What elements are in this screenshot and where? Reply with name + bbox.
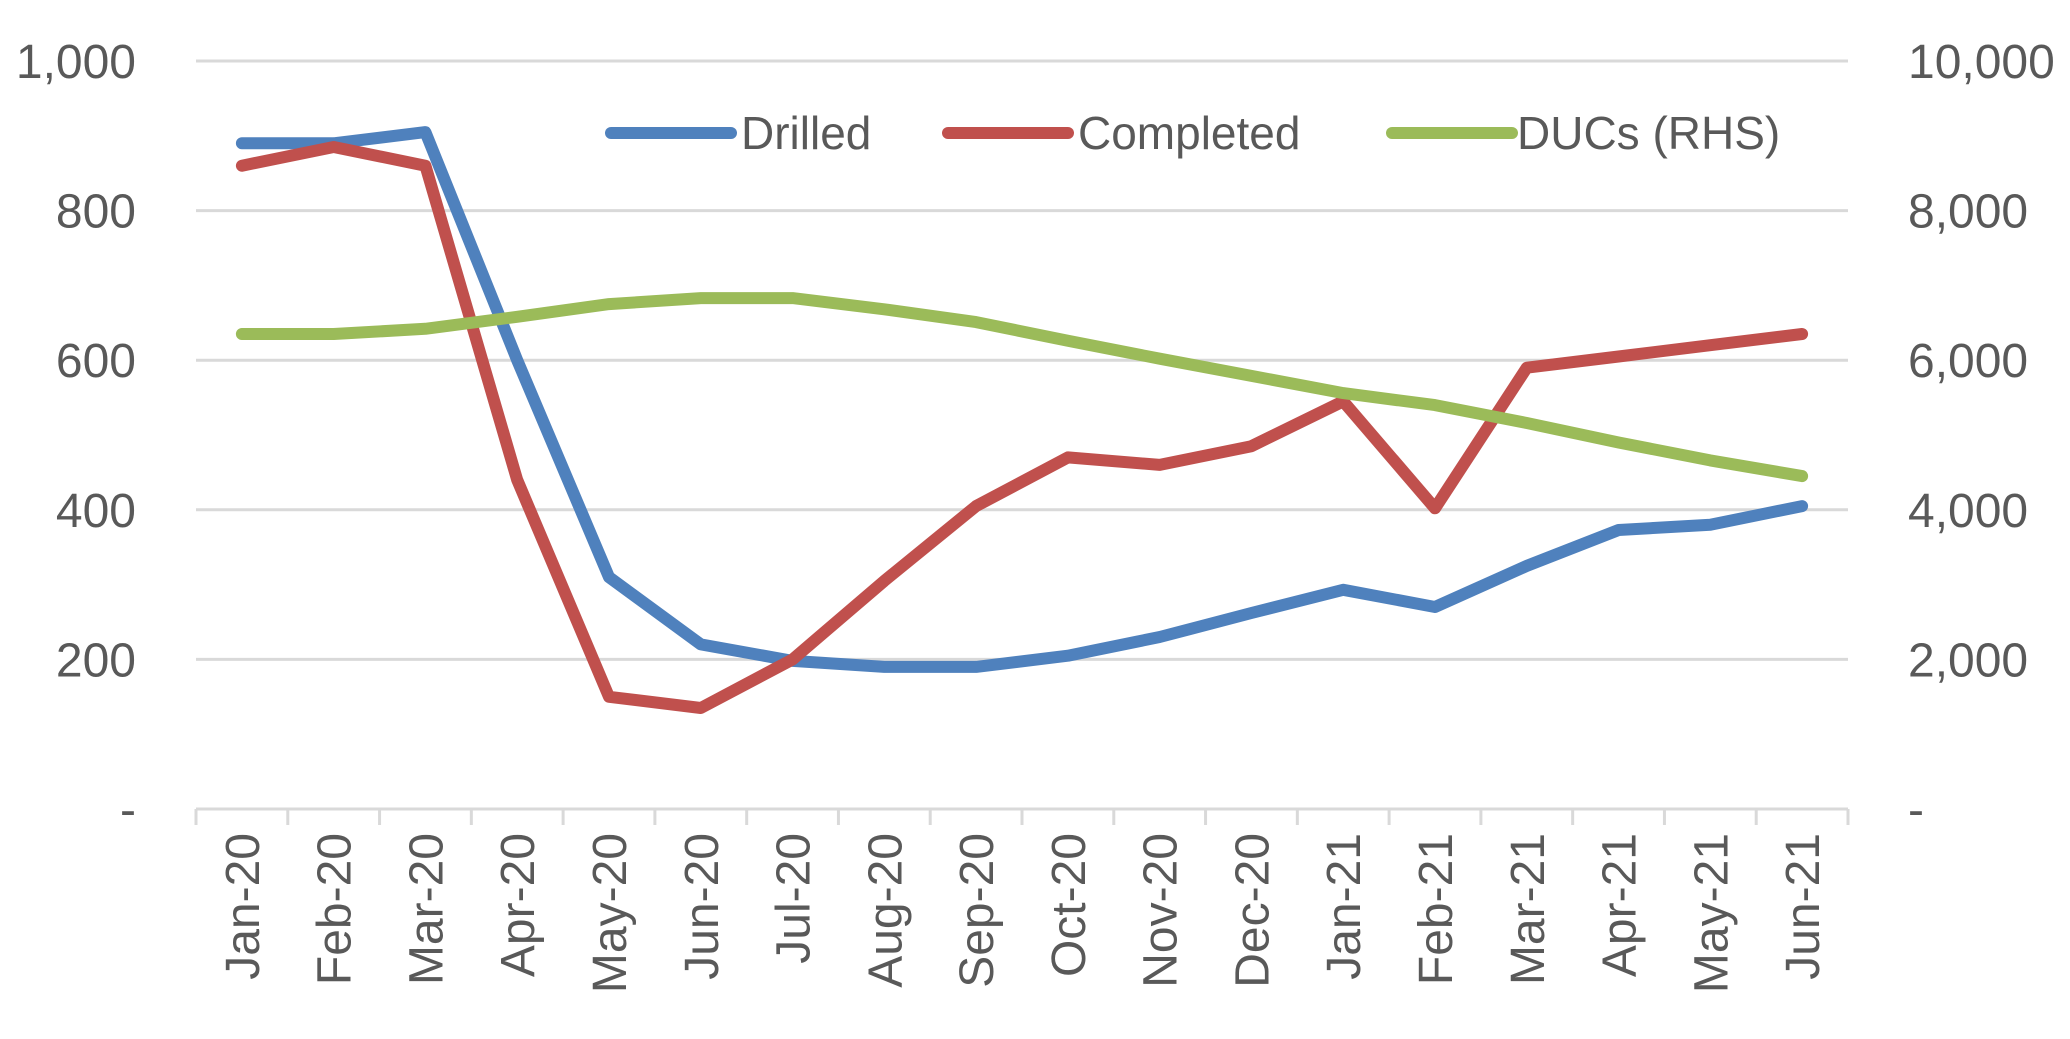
legend-label: Drilled (741, 107, 871, 159)
x-tick-label: May-20 (584, 833, 637, 993)
x-tick-labels: Jan-20 Feb-20 Mar-20 Apr-20 May-20 Jun-20 Jul-… (217, 833, 1830, 993)
legend-label: Completed (1078, 107, 1300, 159)
y-left-tick-label: 1,000 (16, 36, 136, 89)
y-left-tick-label: - (120, 784, 136, 837)
x-tick-label: Jun-21 (1777, 833, 1830, 980)
x-tick-label: Jan-20 (217, 833, 270, 980)
y-left-tick-label: 800 (56, 186, 136, 239)
y-axis-right: - 2,000 4,000 6,000 8,000 10,000 (1908, 36, 2055, 837)
gridlines (196, 59, 1848, 661)
x-tick-label: Sep-20 (951, 833, 1004, 988)
x-axis (194, 807, 1850, 825)
x-tick-label: Mar-21 (1502, 833, 1555, 985)
x-tick-label: Jan-21 (1318, 833, 1371, 980)
x-tick-label: Apr-21 (1594, 833, 1647, 977)
legend-label: DUCs (RHS) (1517, 107, 1780, 159)
x-tick-label: Mar-20 (400, 833, 453, 985)
x-tick-label: Feb-20 (309, 833, 362, 985)
y-left-tick-label: 600 (56, 335, 136, 388)
legend: Drilled Completed DUCs (RHS) (605, 107, 1780, 159)
y-left-tick-label: 200 (56, 634, 136, 687)
y-right-tick-label: 4,000 (1908, 485, 2028, 538)
x-tick-label: Dec-20 (1226, 833, 1279, 988)
x-tick-label: Apr-20 (492, 833, 545, 977)
y-right-tick-label: 6,000 (1908, 335, 2028, 388)
x-tick-label: Aug-20 (859, 833, 912, 988)
x-tick-label: Jun-20 (676, 833, 729, 980)
series-line (235, 292, 1809, 483)
y-right-tick-label: 10,000 (1908, 36, 2055, 89)
y-right-tick-label: 8,000 (1908, 186, 2028, 239)
series-lines (235, 126, 1809, 714)
y-right-tick-label: - (1908, 784, 1924, 837)
x-tick-label: Nov-20 (1135, 833, 1188, 988)
y-right-tick-label: 2,000 (1908, 634, 2028, 687)
x-tick-label: Feb-21 (1410, 833, 1463, 985)
x-tick-label: Jul-20 (768, 833, 821, 964)
y-left-tick-label: 400 (56, 485, 136, 538)
x-tick-label: May-21 (1685, 833, 1738, 993)
series-line (235, 141, 1809, 714)
x-tick-label: Oct-20 (1043, 833, 1096, 977)
series-line (235, 126, 1809, 673)
y-axis-left: - 200 400 600 800 1,000 (16, 36, 136, 837)
